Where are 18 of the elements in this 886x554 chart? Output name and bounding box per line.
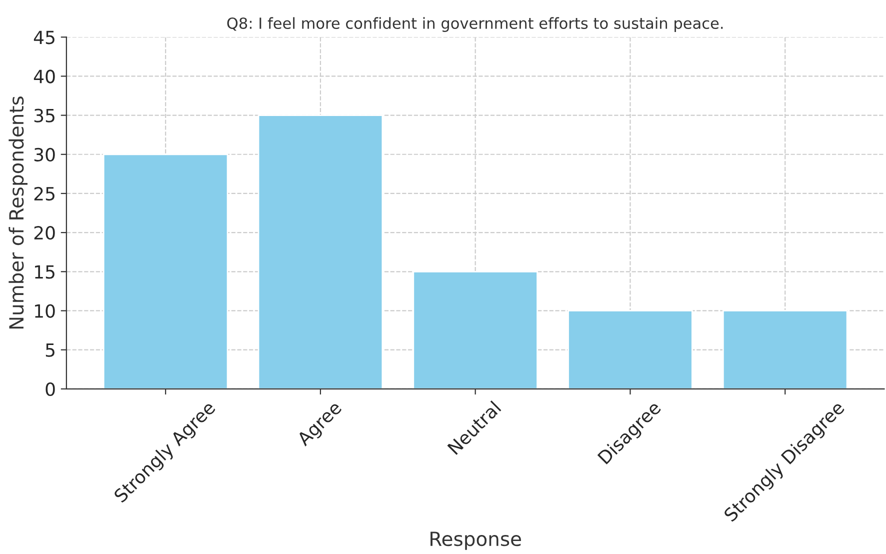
y-tick-label: 20 <box>34 226 55 240</box>
y-tick-label: 25 <box>34 186 54 201</box>
x-axis-title: Response <box>430 532 521 550</box>
bar <box>412 270 538 389</box>
bar <box>568 310 693 389</box>
y-axis-title: Number of Respondents <box>8 96 28 329</box>
y-tick-label: 10 <box>35 304 55 318</box>
bar <box>102 154 228 389</box>
y-tick-label: 35 <box>34 108 54 122</box>
y-tick-label: 40 <box>34 70 55 84</box>
chart-title: Q8: I feel more confident in government efforts to sustain peace. <box>227 17 723 32</box>
bar <box>722 310 848 389</box>
y-tick-label: 0 <box>46 382 55 396</box>
y-tick-label: 5 <box>46 344 54 357</box>
y-tick-label: 30 <box>34 148 55 162</box>
y-tick-label: 15 <box>35 265 54 279</box>
bar <box>258 114 384 389</box>
y-tick-label: 45 <box>34 30 54 44</box>
